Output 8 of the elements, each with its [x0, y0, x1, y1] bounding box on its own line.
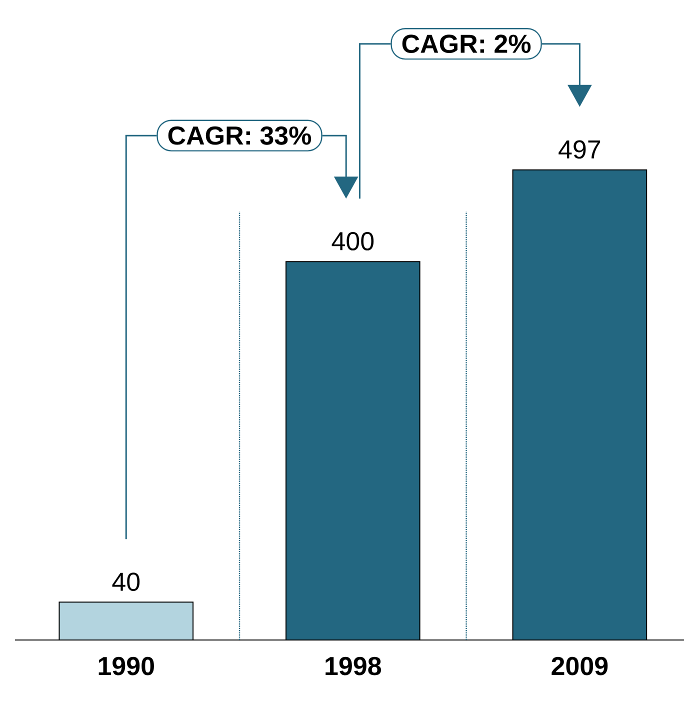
data-label: 40: [112, 572, 140, 591]
x-tick-label: 1990: [98, 656, 154, 676]
x-tick-label: 1998: [325, 656, 381, 676]
data-label: 400: [332, 232, 374, 250]
text: CAGR: 33%: [168, 126, 311, 145]
x-tick-label: 2009: [551, 656, 608, 676]
data-label: 497: [558, 140, 600, 159]
text: CAGR: 2%: [402, 34, 530, 54]
